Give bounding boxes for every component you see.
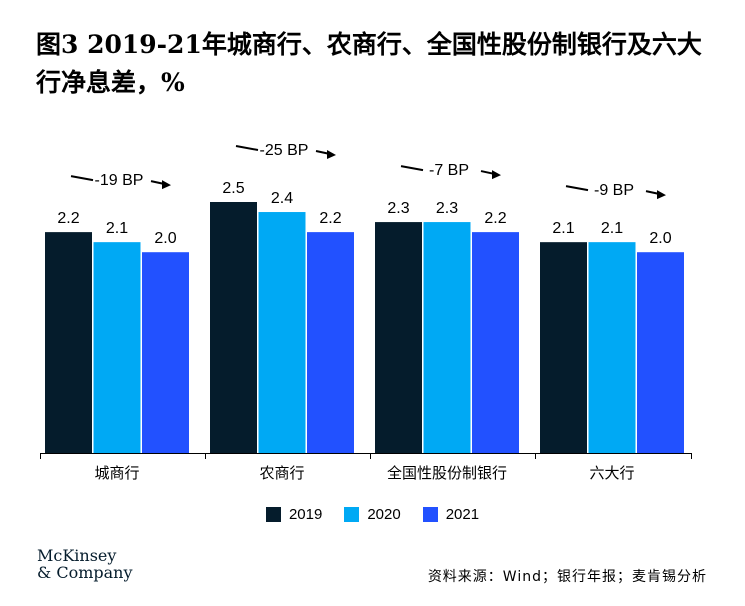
bar-2-2020 [258,212,306,453]
bar-4-2020 [588,242,636,453]
value-label-3-2019: 2.3 [387,200,409,217]
category-label-3: 全国性股份制银行 [387,464,507,482]
value-label-1-2021: 2.0 [154,230,176,247]
value-label-4-2021: 2.0 [649,230,671,247]
annotation-label-1: -19 BP [95,172,144,189]
value-label-3-2021: 2.2 [484,210,506,227]
legend-swatch-2020 [344,507,360,522]
bar-1-2021 [142,252,189,453]
bar-4-2019 [540,242,587,453]
annotation-label-2: -25 BP [260,142,309,159]
annotation-arrowhead-3 [492,170,501,180]
value-label-4-2020: 2.1 [601,220,623,237]
bar-3-2020 [423,222,471,453]
legend-swatch-2019 [265,507,281,522]
annotation-arrowhead-2 [327,150,336,159]
value-label-3-2020: 2.3 [436,200,458,217]
chart-title: 图3 2019-21年城商行、农商行、全国性股份制银行及六大行净息差，% [36,30,702,97]
bar-3-2021 [472,232,519,453]
value-label-2-2021: 2.2 [319,210,341,227]
annotation-arrow-line-left-1 [70,175,94,182]
bar-3-2019 [375,222,422,453]
bar-2-2019 [210,202,257,453]
legend-item-2020: 2020 [344,506,401,523]
category-label-2: 农商行 [259,464,304,482]
logo-line-2: & Company [37,563,133,582]
value-label-4-2019: 2.1 [552,220,574,237]
legend-label-2020: 2020 [367,506,401,523]
category-label-1: 城商行 [94,464,139,482]
annotation-label-4: -9 BP [594,182,634,199]
legend-label-2019: 2019 [288,506,323,523]
annotation-arrow-line-left-2 [235,145,259,151]
value-label-2-2020: 2.4 [271,190,293,207]
legend: 2019 2020 2021 [0,506,745,523]
legend-item-2021: 2021 [422,506,480,523]
bar-1-2020 [93,242,141,453]
annotation-arrow-line-left-4 [565,185,589,192]
source-note: 资料来源：Wind；银行年报；麦肯锡分析 [427,569,707,585]
annotation-label-3: -7 BP [429,162,469,179]
bar-2-2021 [307,232,354,453]
legend-item-2019: 2019 [265,506,323,523]
bar-4-2021 [637,252,684,453]
annotation-arrowhead-1 [162,180,171,190]
annotation-arrow-line-left-3 [400,165,424,172]
annotation-arrowhead-4 [657,190,666,200]
value-label-1-2019: 2.2 [57,210,79,227]
legend-swatch-2021 [422,507,438,522]
category-label-4: 六大行 [589,464,634,482]
legend-label-2021: 2021 [445,506,480,523]
value-label-2-2019: 2.5 [222,180,244,197]
value-label-1-2020: 2.1 [106,220,128,237]
bar-1-2019 [45,232,92,453]
mckinsey-logo: McKinsey & Company [37,547,133,581]
logo-line-1: McKinsey [37,546,117,565]
